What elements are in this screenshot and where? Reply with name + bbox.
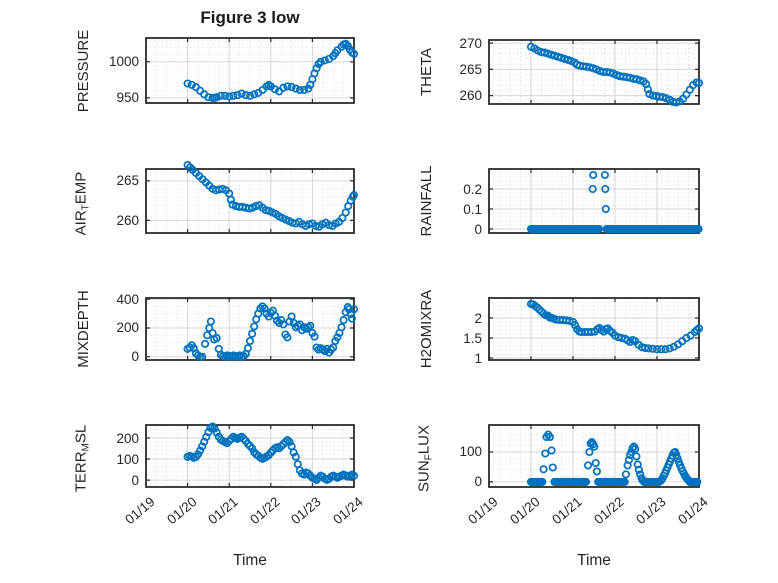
ytick-label-rainfall: 0.2 [463, 181, 482, 197]
subplot-mixdepth [145, 297, 359, 361]
series-air_temp-markers [183, 160, 359, 231]
y-axis-label-terr_msl: TERRMSL [72, 424, 92, 493]
ytick-label-terr_msl: 100 [116, 451, 139, 467]
ytick-label-terr_msl: 0 [131, 472, 139, 488]
x-axis-label-left: Time [233, 552, 267, 569]
figure-title: Figure 3 low [200, 8, 300, 27]
x-axis-label-right: Time [577, 552, 611, 569]
ytick-label-h2omixra: 1 [474, 350, 482, 366]
subplot-h2omixra [488, 297, 704, 361]
ytick-label-mixdepth: 200 [116, 320, 139, 336]
ytick-label-mixdepth: 400 [116, 291, 139, 307]
ytick-label-air_temp: 260 [116, 212, 139, 228]
ytick-label-rainfall: 0.1 [463, 201, 482, 217]
subplot-terr_msl [145, 422, 359, 488]
ytick-label-rainfall: 0 [474, 221, 482, 237]
subplot-sun_flux [488, 424, 702, 488]
subplot-air_temp [145, 160, 359, 234]
ytick-label-air_temp: 265 [116, 173, 139, 189]
subplot-pressure [145, 37, 359, 104]
ytick-label-sun_flux: 0 [474, 474, 482, 490]
series-terr_msl-markers [183, 422, 359, 484]
series-pressure-markers [183, 39, 359, 102]
ytick-label-theta: 260 [459, 88, 482, 104]
subplot-rainfall [488, 168, 703, 234]
series-sun_flux-markers [526, 430, 702, 486]
series-rainfall-markers [526, 170, 703, 234]
ytick-label-pressure: 950 [116, 90, 139, 106]
subplot-theta [488, 39, 704, 107]
series-h2omixra-markers [526, 299, 704, 354]
ytick-label-h2omixra: 1.5 [463, 330, 482, 346]
series-mixdepth-markers [183, 302, 359, 361]
y-axis-label-sun_flux: SUNFLUX [415, 425, 435, 492]
ytick-label-sun_flux: 100 [459, 444, 482, 460]
ytick-label-theta: 270 [459, 35, 482, 51]
ytick-label-h2omixra: 2 [474, 310, 482, 326]
ytick-label-terr_msl: 200 [116, 430, 139, 446]
ytick-label-mixdepth: 0 [131, 349, 139, 365]
series-theta-markers [526, 42, 704, 107]
ytick-label-pressure: 1000 [108, 54, 139, 70]
ytick-label-theta: 265 [459, 61, 482, 77]
